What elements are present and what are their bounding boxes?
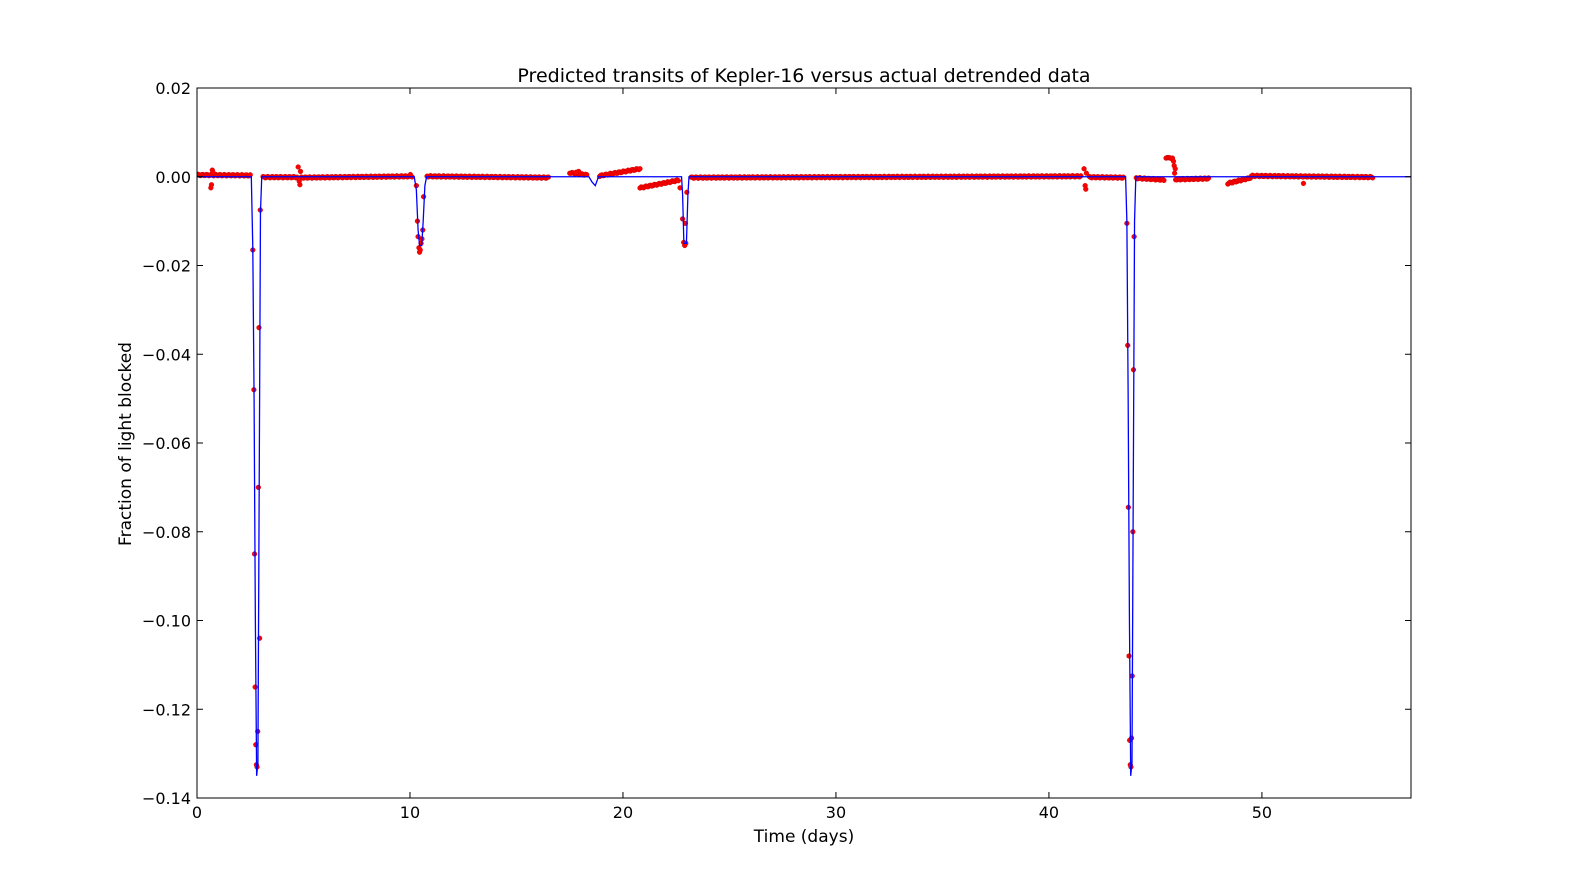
- data-point: [252, 684, 258, 690]
- y-tick-label: −0.02: [142, 257, 191, 276]
- data-point: [256, 325, 262, 331]
- data-point: [1083, 186, 1089, 192]
- data-point: [1126, 653, 1132, 659]
- x-axis-ticks: 0 10 20 30 40 50: [192, 88, 1272, 822]
- y-tick-label: −0.12: [142, 700, 191, 719]
- data-point: [297, 168, 304, 175]
- detrended-data-points-layer: [197, 155, 1411, 776]
- data-point: [208, 182, 215, 188]
- data-point: [255, 484, 261, 490]
- y-tick-label: 0.02: [155, 79, 191, 98]
- y-axis-title: Fraction of light blocked: [116, 342, 136, 546]
- data-point: [1172, 166, 1178, 172]
- data-point: [1300, 180, 1307, 187]
- data-point: [1161, 177, 1167, 184]
- data-point: [1083, 170, 1090, 176]
- data-point: [417, 247, 423, 253]
- data-point: [1081, 166, 1087, 172]
- x-tick-label: 20: [613, 803, 633, 822]
- data-point: [295, 164, 301, 170]
- data-point: [210, 169, 216, 175]
- plot-area: [197, 155, 1411, 776]
- x-tick-label: 50: [1252, 803, 1272, 822]
- x-axis-title: Time (days): [753, 827, 854, 847]
- x-tick-label: 30: [826, 803, 846, 822]
- y-tick-label: −0.08: [142, 523, 191, 542]
- x-tick-label: 10: [400, 803, 420, 822]
- data-point: [1171, 170, 1178, 176]
- data-point: [421, 194, 427, 200]
- x-tick-label: 40: [1039, 803, 1059, 822]
- data-point: [1170, 158, 1177, 164]
- y-axis-ticks: 0.02 0.00 −0.02 −0.04 −0.06 −0.08 −0.10 −0.12 −0…: [142, 79, 1411, 808]
- data-point: [1078, 173, 1084, 179]
- predicted-transit-line: [197, 176, 1411, 776]
- y-tick-label: −0.10: [142, 612, 191, 631]
- y-tick-label: 0.00: [155, 168, 191, 187]
- x-tick-label: 0: [192, 803, 202, 822]
- data-point: [573, 169, 579, 175]
- data-point: [637, 166, 643, 172]
- y-tick-label: −0.04: [142, 345, 191, 364]
- chart-title: Predicted transits of Kepler-16 versus a…: [517, 65, 1090, 87]
- y-tick-label: −0.14: [142, 789, 191, 808]
- data-point: [675, 178, 681, 184]
- y-tick-label: −0.06: [142, 434, 191, 453]
- data-point: [297, 182, 303, 188]
